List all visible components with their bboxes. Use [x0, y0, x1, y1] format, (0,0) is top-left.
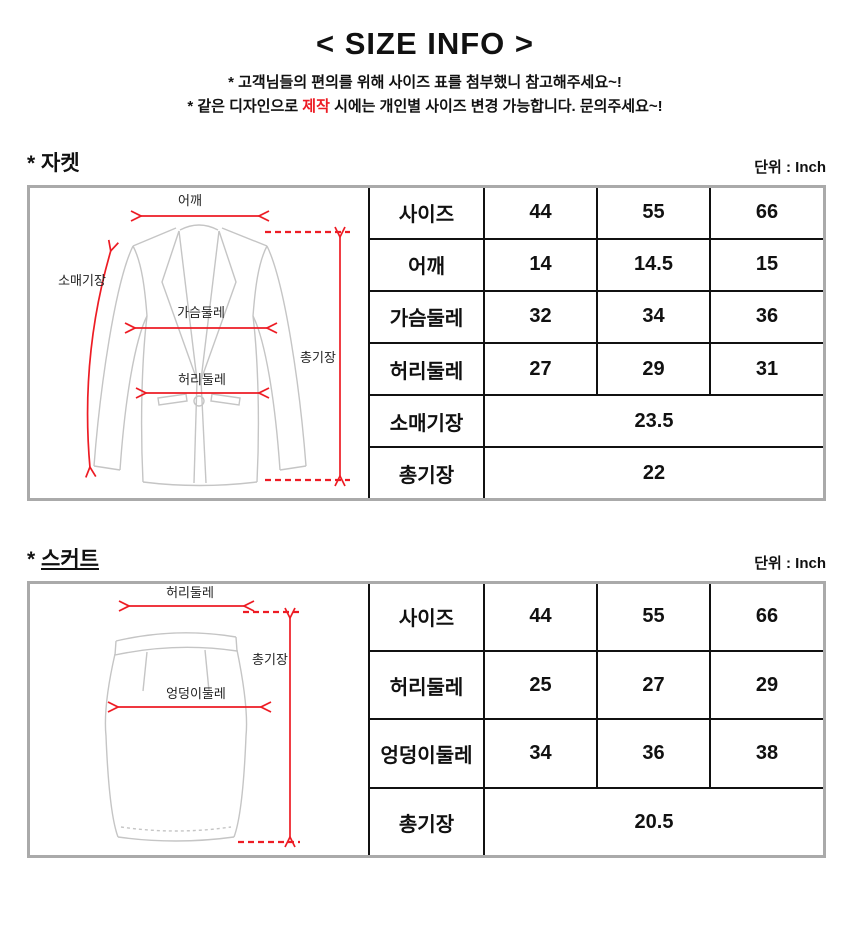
table-cell-merged: 20.5 [483, 787, 823, 855]
total-length-label: 총기장 [300, 350, 336, 365]
table-cell: 25 [483, 649, 598, 721]
table-cell: 27 [596, 649, 711, 721]
table-cell: 29 [596, 341, 711, 397]
skirt-title-word: 스커트 [41, 548, 99, 571]
skirt-section-head: * 스커트 단위 : Inch [27, 543, 826, 573]
skirt-size-55: 55 [596, 584, 711, 652]
table-cell: 36 [709, 289, 823, 344]
skirt-measure-arrows [117, 606, 300, 842]
table-cell: 31 [709, 341, 823, 397]
jacket-waist-row: 허리둘레 27 29 31 [370, 341, 823, 397]
row-label: 가슴둘레 [370, 289, 485, 344]
jacket-table-wrap: 사이즈 44 55 66 어깨 14 14.5 15 가슴둘레 32 3 [368, 188, 823, 498]
skirt-size-44: 44 [483, 584, 598, 652]
page-title: < SIZE INFO > [316, 26, 534, 61]
skirt-section-title: * 스커트 [27, 543, 99, 573]
table-cell: 34 [596, 289, 711, 344]
table-cell: 38 [709, 718, 823, 790]
jacket-section-title: * 자켓 [27, 152, 80, 175]
jacket-section: * 자켓 단위 : Inch [0, 147, 850, 501]
skirt-table-wrap: 사이즈 44 55 66 허리둘레 25 27 29 엉덩이둘레 34 [368, 584, 823, 855]
table-cell: 27 [483, 341, 598, 397]
total-length-label: 총기장 [252, 652, 288, 667]
row-label: 허리둘레 [370, 341, 485, 397]
jacket-section-head: * 자켓 단위 : Inch [27, 147, 826, 177]
table-cell-merged: 23.5 [483, 394, 823, 449]
jacket-size-table: 사이즈 44 55 66 어깨 14 14.5 15 가슴둘레 32 3 [370, 188, 823, 498]
table-cell: 14 [483, 237, 598, 292]
row-label: 총기장 [370, 446, 485, 498]
table-cell: 14.5 [596, 237, 711, 292]
waist-label: 허리둘레 [166, 585, 214, 600]
jacket-size-header-label: 사이즈 [370, 188, 485, 240]
skirt-diagram: 허리둘레 엉덩이둘레 총기장 [30, 584, 368, 855]
skirt-size-header-label: 사이즈 [370, 584, 485, 652]
chest-label: 가슴둘레 [177, 305, 225, 320]
notice-line-1: * 고객님들의 편의를 위해 사이즈 표를 첨부했니 참고해주세요~! [228, 74, 622, 91]
skirt-title-prefix: * [27, 548, 42, 571]
jacket-measure-labels: 어깨 소매기장 가슴둘레 허리둘레 총기장 [58, 193, 336, 387]
shoulder-label: 어깨 [178, 193, 202, 208]
table-cell: 34 [483, 718, 598, 790]
skirt-size-66: 66 [709, 584, 823, 652]
jacket-length-row: 총기장 22 [370, 446, 823, 498]
row-label: 소매기장 [370, 394, 485, 449]
table-cell-merged: 22 [483, 446, 823, 498]
skirt-outline [104, 632, 248, 842]
skirt-diagram-svg: 허리둘레 엉덩이둘레 총기장 [104, 585, 300, 855]
notice-line-2-prefix: * 같은 디자인으로 [187, 98, 303, 115]
row-label: 총기장 [370, 787, 485, 855]
jacket-sleeve-row: 소매기장 23.5 [370, 394, 823, 449]
sleeve-length-label: 소매기장 [58, 273, 106, 288]
skirt-measure-labels: 허리둘레 엉덩이둘레 총기장 [166, 585, 288, 701]
skirt-box: 허리둘레 엉덩이둘레 총기장 사이즈 44 55 66 허리둘레 [27, 581, 826, 858]
size-info-page: < SIZE INFO > * 고객님들의 편의를 위해 사이즈 표를 첨부했니… [0, 26, 850, 858]
notice-line-2: * 같은 디자인으로 제작 시에는 개인별 사이즈 변경 가능합니다. 문의주세… [0, 96, 850, 117]
row-label: 허리둘레 [370, 649, 485, 721]
jacket-diagram: 어깨 소매기장 가슴둘레 허리둘레 총기장 [30, 188, 368, 498]
jacket-diagram-svg: 어깨 소매기장 가슴둘레 허리둘레 총기장 [58, 193, 350, 498]
jacket-size-header-row: 사이즈 44 55 66 [370, 188, 823, 240]
hip-label: 엉덩이둘레 [166, 686, 226, 701]
jacket-unit-label: 단위 : Inch [754, 159, 826, 176]
jacket-shoulder-row: 어깨 14 14.5 15 [370, 237, 823, 292]
table-cell: 32 [483, 289, 598, 344]
sleeve-length-arrow [88, 250, 111, 468]
table-cell: 36 [596, 718, 711, 790]
jacket-outline [93, 224, 307, 487]
notice-highlight: 제작 [302, 98, 330, 115]
skirt-unit-label: 단위 : Inch [754, 555, 826, 572]
table-cell: 15 [709, 237, 823, 292]
table-cell: 29 [709, 649, 823, 721]
jacket-size-44: 44 [483, 188, 598, 240]
jacket-size-66: 66 [709, 188, 823, 240]
jacket-box: 어깨 소매기장 가슴둘레 허리둘레 총기장 사이즈 44 55 66 [27, 185, 826, 501]
skirt-waist-row: 허리둘레 25 27 29 [370, 649, 823, 721]
skirt-hip-row: 엉덩이둘레 34 36 38 [370, 718, 823, 790]
row-label: 어깨 [370, 237, 485, 292]
jacket-size-55: 55 [596, 188, 711, 240]
skirt-section: * 스커트 단위 : Inch [0, 543, 850, 858]
jacket-chest-row: 가슴둘레 32 34 36 [370, 289, 823, 344]
notice-line-2-suffix: 시에는 개인별 사이즈 변경 가능합니다. 문의주세요~! [329, 98, 663, 115]
skirt-length-row: 총기장 20.5 [370, 787, 823, 855]
waist-label: 허리둘레 [178, 372, 226, 387]
skirt-size-header-row: 사이즈 44 55 66 [370, 584, 823, 652]
row-label: 엉덩이둘레 [370, 718, 485, 790]
jacket-measure-arrows [88, 216, 350, 480]
skirt-size-table: 사이즈 44 55 66 허리둘레 25 27 29 엉덩이둘레 34 [370, 584, 823, 855]
